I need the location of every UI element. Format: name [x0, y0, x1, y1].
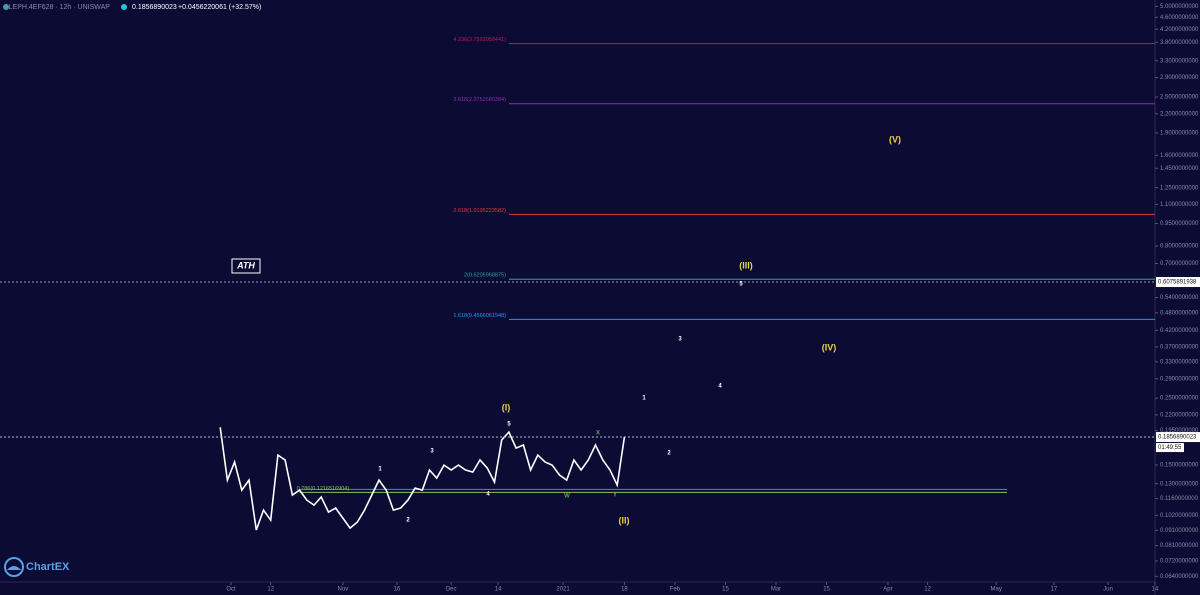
current-price-box: [1156, 432, 1200, 443]
fib-label: 1.618(0.4566061948): [453, 313, 506, 319]
y-tick-label: 0.0720000000: [1160, 559, 1199, 565]
wave-label: (III): [739, 260, 753, 270]
logo-icon: [4, 557, 24, 577]
wave-label: 4: [486, 492, 490, 498]
x-tick-label: 15: [722, 587, 729, 593]
x-tick-label: Mar: [771, 587, 781, 593]
x-tick-label: Jun: [1103, 587, 1113, 593]
wave-label: 2: [406, 518, 410, 524]
y-tick-label: 2.5000000000: [1160, 95, 1199, 101]
symbol: ALEPH.4EF628 · 12h · UNISWAP: [4, 4, 110, 11]
x-tick-label: 12: [267, 587, 274, 593]
ath-box: [231, 258, 261, 274]
wave-label: 1: [378, 467, 382, 473]
ath-price-box: [1156, 277, 1200, 288]
y-tick-label: 0.0910000000: [1160, 528, 1199, 534]
wave-label: 3: [430, 449, 434, 455]
y-tick-label: 0.3700000000: [1160, 344, 1199, 350]
live-dot: [121, 4, 127, 10]
wave-label: 5: [739, 282, 743, 288]
header-price: 0.1856890023: [132, 4, 177, 11]
wave-label: 1: [642, 396, 646, 402]
countdown-label: 01:49:55: [1158, 445, 1182, 451]
logo: ChartEX: [4, 557, 70, 577]
y-tick-label: 0.2900000000: [1160, 376, 1199, 382]
ath-price-label: 0.6075891938: [1158, 280, 1197, 286]
y-tick-label: 0.0810000000: [1160, 543, 1199, 549]
y-tick-label: 0.9500000000: [1160, 221, 1199, 227]
x-tick-label: Nov: [338, 587, 349, 593]
logo-text: ChartEX: [26, 561, 70, 573]
x-tick-label: Apr: [883, 587, 892, 593]
countdown-box: [1156, 443, 1184, 453]
y-tick-label: 3.3000000000: [1160, 58, 1199, 64]
y-tick-label: 1.6000000000: [1160, 153, 1199, 159]
y-tick-label: 0.3300000000: [1160, 359, 1199, 365]
wave-label: (IV): [822, 342, 837, 352]
y-tick-label: 1.1000000000: [1160, 202, 1199, 208]
x-tick-label: 2021: [556, 587, 570, 593]
wave-label: 3: [678, 337, 682, 343]
x-tick-label: 17: [1051, 587, 1058, 593]
fib-label: 0.786(0.1216516904): [297, 486, 350, 492]
y-tick-label: 0.1300000000: [1160, 481, 1199, 487]
header-change: +0.0456220061 (+32.57%): [178, 4, 261, 11]
y-tick-label: 0.1950000000: [1160, 428, 1199, 434]
y-tick-label: 0.7000000000: [1160, 261, 1199, 267]
y-tick-label: 3.8000000000: [1160, 40, 1199, 46]
x-tick-label: Feb: [670, 587, 681, 593]
y-tick-label: 0.8000000000: [1160, 244, 1199, 250]
x-tick-label: Dec: [446, 587, 457, 593]
wave-label: (II): [619, 515, 630, 525]
status-dot: [3, 4, 9, 10]
fib-label: 2(0.6205968875): [464, 273, 506, 279]
x-tick-label: 14: [495, 587, 502, 593]
fib-label: 2.618(1.0195223582): [453, 208, 506, 214]
y-tick-label: 5.0000000000: [1160, 4, 1199, 10]
wave-label: 5: [507, 422, 511, 428]
y-tick-label: 0.0640000000: [1160, 574, 1199, 580]
x-tick-label: 15: [823, 587, 830, 593]
wave-label: 4: [718, 384, 722, 390]
y-tick-label: 4.6000000000: [1160, 15, 1199, 21]
x-tick-label: 12: [924, 587, 931, 593]
y-tick-label: 2.2000000000: [1160, 111, 1199, 117]
y-tick-label: 0.2200000000: [1160, 412, 1199, 418]
y-tick-label: 0.2500000000: [1160, 396, 1199, 402]
y-tick-label: 0.1160000000: [1160, 496, 1199, 502]
wave-label: (V): [889, 134, 901, 144]
y-tick-label: 1.9000000000: [1160, 131, 1199, 137]
y-tick-label: 1.4500000000: [1160, 166, 1199, 172]
y-tick-label: 0.4800000000: [1160, 310, 1199, 316]
x-tick-label: 18: [621, 587, 628, 593]
logo-wave: [7, 566, 21, 570]
current-price-label: 0.1856890023: [1158, 435, 1197, 441]
x-tick-label: 16: [394, 587, 401, 593]
x-tick-label: 14: [1152, 587, 1159, 593]
x-tick-label: Oct: [226, 587, 236, 593]
y-tick-label: 0.4200000000: [1160, 328, 1199, 334]
price-line: [219, 427, 626, 531]
x-tick-label: May: [991, 587, 1002, 593]
ath-text: ATH: [236, 260, 255, 270]
wave-label: Y: [613, 493, 617, 499]
wave-label: (I): [502, 402, 511, 412]
wave-label: 2: [667, 451, 671, 457]
fib-label: 4.236(3.7592058441): [453, 37, 506, 43]
y-tick-label: 0.1500000000: [1160, 463, 1199, 469]
wave-label: X: [596, 431, 600, 437]
y-tick-label: 2.9000000000: [1160, 75, 1199, 81]
wave-label: W: [564, 494, 570, 500]
y-tick-label: 4.2000000000: [1160, 27, 1199, 33]
y-tick-label: 1.2500000000: [1160, 185, 1199, 191]
y-tick-label: 0.1020000000: [1160, 513, 1199, 519]
y-tick-label: 0.5400000000: [1160, 295, 1199, 301]
fib-label: 3.618(2.3752680384): [453, 97, 506, 103]
